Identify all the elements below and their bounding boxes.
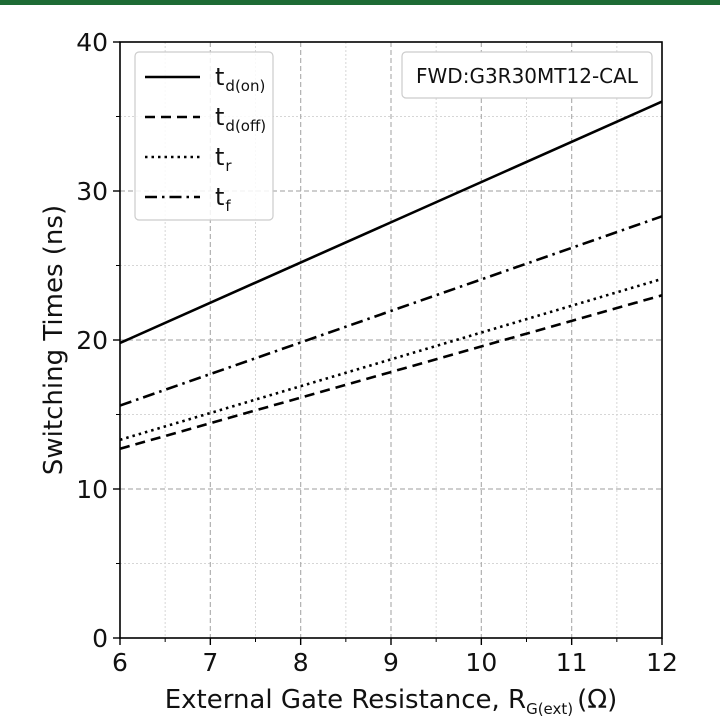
legend-label: td(off) (215, 103, 266, 135)
y-tick-label: 20 (76, 326, 108, 355)
legend-label: tr (215, 143, 232, 175)
series-lines (119, 100, 663, 451)
y-tick-label: 10 (76, 475, 108, 504)
x-tick-label: 11 (556, 648, 588, 677)
series-line-t-doff (119, 294, 663, 451)
annotation: FWD:G3R30MT12-CAL (401, 51, 653, 99)
legend-label: tf (215, 183, 231, 215)
y-tick-label: 30 (76, 177, 108, 206)
x-tick-label: 9 (383, 648, 399, 677)
x-tick-label: 7 (202, 648, 218, 677)
legend-label: td(on) (215, 63, 265, 95)
series-line-t-r (119, 277, 663, 442)
x-axis-title-main: External Gate Resistance, R (165, 685, 526, 715)
series-line-t-f (119, 215, 663, 407)
annotation-text: FWD:G3R30MT12-CAL (416, 64, 639, 88)
x-tick-label: 10 (465, 648, 497, 677)
x-axis-title-subscript: G(ext) (526, 700, 573, 718)
x-axis-title-unit: (Ω) (577, 685, 617, 715)
x-tick-label: 8 (293, 648, 309, 677)
series-line-t-don (119, 100, 663, 345)
legend-box (134, 51, 274, 221)
x-tick-label: 12 (646, 648, 678, 677)
grid (120, 42, 662, 638)
switching-times-chart: 6 7 8 9 10 11 12 0 10 20 30 40 td(on) td(off) tr tf FW… (39, 28, 678, 718)
x-tick-label: 6 (112, 648, 128, 677)
x-axis-title: External Gate Resistance, RG(ext) (Ω) (165, 685, 618, 718)
axis-ticks: 6 7 8 9 10 11 12 0 10 20 30 40 (76, 28, 678, 677)
y-axis-title: Switching Times (ns) (39, 205, 69, 475)
y-tick-label: 0 (92, 624, 108, 653)
y-tick-label: 40 (76, 28, 108, 57)
legend: td(on) td(off) tr tf (134, 51, 274, 221)
annotation-box (401, 51, 653, 99)
